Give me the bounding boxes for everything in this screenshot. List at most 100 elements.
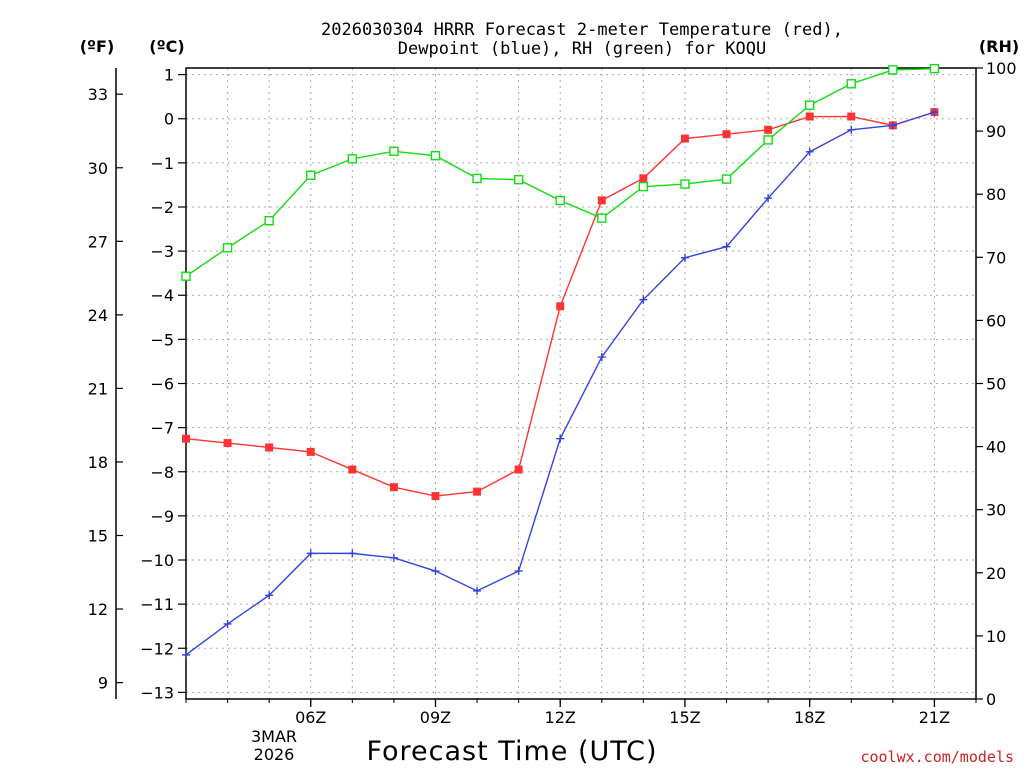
- temperature-point: [847, 112, 856, 121]
- celsius-tick-label: 1: [164, 66, 174, 85]
- rh-point: [721, 174, 732, 184]
- temperature-point: [473, 487, 482, 496]
- rh-point: [638, 181, 649, 192]
- fahrenheit-tick-label: 9: [98, 674, 108, 693]
- x-tick-label: 09Z: [420, 708, 451, 727]
- plot-frame: [185, 67, 977, 700]
- dewpoint-point: [431, 567, 440, 576]
- celsius-tick-label: −10: [140, 551, 174, 570]
- temperature-point: [639, 174, 648, 183]
- temperature-point: [431, 492, 440, 501]
- fahrenheit-tick-label: 24: [88, 306, 108, 325]
- dewpoint-point: [888, 121, 897, 130]
- dewpoint-point: [680, 253, 689, 262]
- dewpoint-point: [847, 125, 856, 134]
- series-rh: [181, 63, 940, 281]
- rh-point: [347, 154, 358, 164]
- x-tick-label: 18Z: [794, 708, 825, 727]
- x-tick-label: 06Z: [295, 708, 326, 727]
- dewpoint-point: [389, 553, 398, 562]
- temperature-point: [182, 434, 190, 443]
- rh-point: [513, 174, 524, 185]
- celsius-tick-label: −13: [140, 683, 174, 702]
- temperature-point: [265, 443, 274, 452]
- celsius-tick-label: −4: [150, 286, 174, 305]
- dewpoint-point: [265, 591, 274, 600]
- dewpoint-point: [306, 549, 315, 558]
- celsius-tick-label: 0: [164, 110, 174, 129]
- temperature-point: [722, 130, 731, 139]
- rh-tick-label: 0: [986, 690, 996, 709]
- x-tick-label: 12Z: [545, 708, 576, 727]
- fahrenheit-tick-label: 15: [88, 526, 108, 545]
- temperature-point: [680, 134, 689, 143]
- fahrenheit-tick-label: 21: [88, 379, 108, 398]
- x-tick-label: 15Z: [669, 708, 700, 727]
- rh-tick-label: 60: [986, 311, 1006, 330]
- x-axis-title: Forecast Time (UTC): [366, 736, 657, 767]
- chart-title-line1: 2026030304 HRRR Forecast 2-meter Tempera…: [321, 20, 843, 40]
- rh-tick-label: 80: [986, 185, 1006, 204]
- temperature-point: [389, 483, 398, 492]
- date-label-day: 3MAR: [251, 727, 297, 746]
- rh-point: [846, 79, 856, 89]
- dewpoint-point: [805, 147, 814, 156]
- temperature-point: [597, 196, 606, 205]
- grid: [186, 68, 976, 699]
- fahrenheit-tick-label: 30: [88, 159, 108, 178]
- rh-unit-label: (RH): [979, 37, 1019, 56]
- rh-point: [597, 213, 607, 223]
- series: [181, 63, 940, 659]
- rh-tick-label: 50: [986, 375, 1006, 394]
- rh-point: [222, 243, 233, 253]
- fahrenheit-unit-label: (ºF): [80, 37, 115, 56]
- dewpoint-point: [182, 650, 190, 659]
- celsius-tick-label: −1: [150, 154, 174, 173]
- dewpoint-point: [348, 549, 357, 558]
- dewpoint-point: [514, 567, 523, 576]
- fahrenheit-tick-label: 12: [88, 600, 108, 619]
- fahrenheit-tick-label: 18: [88, 453, 108, 472]
- celsius-tick-label: −3: [150, 242, 174, 261]
- dewpoint-point: [764, 194, 773, 203]
- temperature-point: [223, 439, 232, 448]
- rh-point: [680, 179, 690, 189]
- rh-tick-label: 100: [986, 59, 1017, 78]
- celsius-tick-label: −7: [150, 419, 174, 438]
- temperature-point: [556, 302, 565, 311]
- rh-point: [472, 173, 482, 184]
- celsius-tick-label: −8: [150, 463, 174, 482]
- dewpoint-point: [473, 586, 482, 595]
- dewpoint-point: [223, 619, 232, 628]
- rh-point: [306, 170, 316, 180]
- celsius-tick-label: −11: [140, 595, 174, 614]
- fahrenheit-tick-label: 33: [88, 85, 108, 104]
- rh-tick-label: 90: [986, 122, 1006, 141]
- rh-tick-label: 10: [986, 627, 1006, 646]
- rh-tick-label: 70: [986, 248, 1006, 267]
- x-tick-label: 21Z: [919, 708, 950, 727]
- rh-tick-label: 40: [986, 438, 1006, 457]
- rh-point: [763, 135, 773, 145]
- celsius-tick-label: −9: [150, 507, 174, 526]
- rh-point: [555, 195, 565, 206]
- ticks: 10−1−2−3−4−5−6−7−8−9−10−11−12−1333302724…: [88, 59, 1017, 727]
- temperature-point: [306, 447, 315, 456]
- rh-point: [804, 100, 815, 110]
- series-dewpoint: [182, 108, 939, 659]
- date-label-year: 2026: [254, 745, 295, 764]
- rh-tick-label: 20: [986, 564, 1006, 583]
- temperature-point: [514, 465, 523, 474]
- temperature-point: [764, 125, 773, 134]
- celsius-tick-label: −2: [150, 198, 174, 217]
- dewpoint-point: [556, 434, 565, 443]
- dewpoint-point: [639, 295, 648, 304]
- chart-title-line2: Dewpoint (blue), RH (green) for KOQU: [398, 39, 766, 59]
- rh-point: [181, 271, 191, 281]
- rh-point: [264, 216, 274, 226]
- temperature-point: [805, 112, 814, 121]
- rh-point: [389, 146, 399, 156]
- fahrenheit-tick-label: 27: [88, 232, 108, 251]
- series-temperature: [182, 108, 939, 501]
